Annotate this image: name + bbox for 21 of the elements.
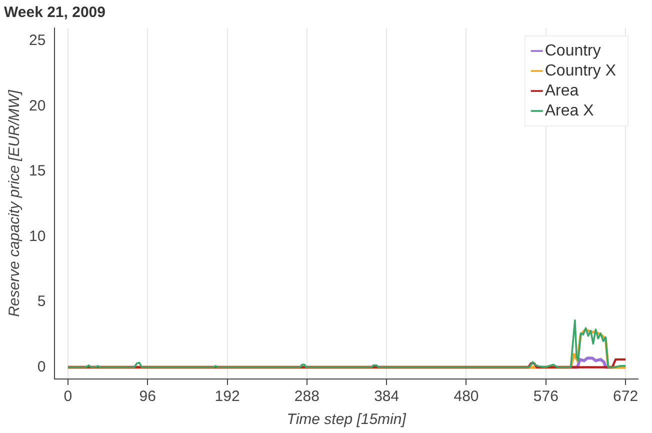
- y-tick-label: 20: [28, 97, 46, 114]
- y-axis-title: Reserve capacity price [EUR/MW]: [6, 89, 24, 317]
- x-tick-label: 288: [294, 388, 320, 406]
- chart-title: Week 21, 2009: [4, 4, 106, 22]
- legend-label: Country X: [544, 62, 616, 80]
- y-tick-label: 0: [37, 358, 46, 376]
- x-tick-label: 192: [214, 388, 240, 406]
- x-tick-label: 576: [533, 388, 558, 406]
- x-axis-title: Time step [15min]: [286, 411, 407, 428]
- legend-label: Area: [544, 82, 579, 100]
- y-tick-label: 5: [37, 293, 46, 310]
- x-tick-label: 480: [454, 388, 479, 406]
- x-tick-label: 0: [64, 388, 72, 406]
- x-tick-label: 96: [139, 388, 156, 406]
- y-tick-label: 25: [28, 32, 46, 50]
- x-tick-label: 384: [374, 388, 400, 406]
- y-tick-label: 15: [28, 162, 46, 180]
- legend-label: Country: [544, 42, 601, 60]
- y-tick-label: 10: [28, 228, 46, 245]
- x-tick-label: 672: [613, 388, 638, 406]
- legend-label: Area X: [544, 102, 594, 120]
